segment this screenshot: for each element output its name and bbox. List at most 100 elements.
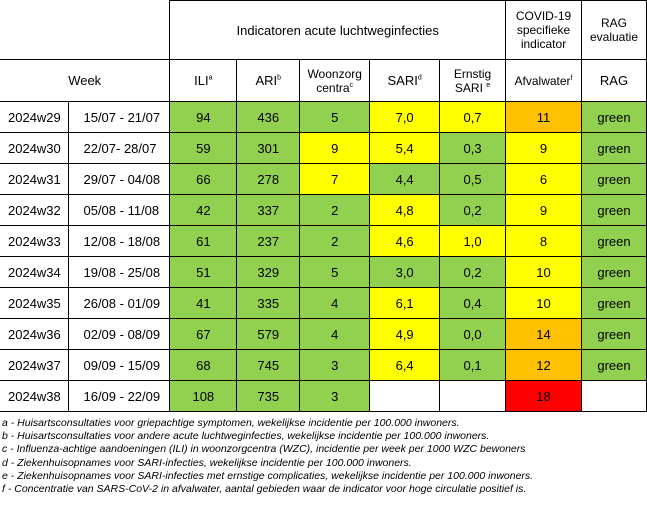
col-header-ari: ARIb <box>236 59 301 102</box>
ernstig-sari-cell: 0,3 <box>439 132 507 164</box>
table-row: 2024w36 02/09 - 08/09 67 579 4 4,9 0,0 1… <box>0 318 647 350</box>
group-header-acute: Indicatoren acute luchtweginfecties <box>169 0 507 60</box>
ili-cell: 51 <box>169 256 238 288</box>
col-header-sari: SARId <box>369 59 441 102</box>
rag-cell: green <box>580 225 647 257</box>
table-row: 2024w37 09/09 - 15/09 68 745 3 6,4 0,1 1… <box>0 349 647 381</box>
dates-cell: 26/08 - 01/09 <box>68 287 171 319</box>
footnote-e: e - Ziekenhuisopnames voor SARI-infectie… <box>2 469 534 482</box>
rag-cell: green <box>580 163 647 195</box>
ari-cell: 745 <box>236 349 301 381</box>
rag-cell: green <box>580 194 647 226</box>
ili-cell: 94 <box>169 101 238 133</box>
footnote-b: b - Huisartsconsultaties voor andere acu… <box>2 430 490 443</box>
sari-cell: 6,1 <box>369 287 441 319</box>
week-cell: 2024w37 <box>0 349 70 381</box>
rag-cell: green <box>580 287 647 319</box>
week-cell: 2024w35 <box>0 287 70 319</box>
ernstig-sari-cell: 0,2 <box>439 256 507 288</box>
rag-cell: green <box>580 132 647 164</box>
sari-cell: 5,4 <box>369 132 441 164</box>
ili-cell: 68 <box>169 349 238 381</box>
afvalwater-cell: 12 <box>505 349 582 381</box>
footnote-c: c - Influenza-achtige aandoeningen (ILI)… <box>2 443 526 456</box>
week-cell: 2024w29 <box>0 101 70 133</box>
sari-cell: 4,6 <box>369 225 441 257</box>
group-header-rag: RAG evaluatie <box>580 0 647 60</box>
ari-cell: 335 <box>236 287 301 319</box>
col-header-ili: ILIa <box>169 59 238 102</box>
footnote-d: d - Ziekenhuisopnames voor SARI-infectie… <box>2 456 412 469</box>
afvalwater-cell: 11 <box>505 101 582 133</box>
week-cell: 2024w30 <box>0 132 70 164</box>
woonzorg-cell: 9 <box>299 132 371 164</box>
afvalwater-cell: 6 <box>505 163 582 195</box>
woonzorg-cell: 5 <box>299 256 371 288</box>
rag-cell: green <box>580 318 647 350</box>
afvalwater-cell: 14 <box>505 318 582 350</box>
week-cell: 2024w31 <box>0 163 70 195</box>
ili-cell: 108 <box>169 380 238 412</box>
woonzorg-cell: 5 <box>299 101 371 133</box>
ili-cell: 61 <box>169 225 238 257</box>
col-header-rag: RAG <box>580 59 647 102</box>
week-cell: 2024w32 <box>0 194 70 226</box>
afvalwater-cell: 18 <box>505 380 582 412</box>
rag-cell <box>580 380 647 412</box>
dates-cell: 12/08 - 18/08 <box>68 225 171 257</box>
dates-cell: 22/07- 28/07 <box>68 132 171 164</box>
rag-cell: green <box>580 256 647 288</box>
ili-cell: 66 <box>169 163 238 195</box>
col-header-week: Week <box>0 59 171 102</box>
sari-cell: 7,0 <box>369 101 441 133</box>
sari-cell: 4,4 <box>369 163 441 195</box>
afvalwater-cell: 9 <box>505 132 582 164</box>
woonzorg-cell: 7 <box>299 163 371 195</box>
ernstig-sari-cell: 0,4 <box>439 287 507 319</box>
dates-cell: 29/07 - 04/08 <box>68 163 171 195</box>
week-cell: 2024w33 <box>0 225 70 257</box>
ari-cell: 436 <box>236 101 301 133</box>
ernstig-sari-cell: 0,7 <box>439 101 507 133</box>
dates-cell: 05/08 - 11/08 <box>68 194 171 226</box>
week-cell: 2024w38 <box>0 380 70 412</box>
footnote-f: f - Concentratie van SARS-CoV-2 in afval… <box>2 483 527 496</box>
woonzorg-cell: 4 <box>299 318 371 350</box>
ari-cell: 579 <box>236 318 301 350</box>
afvalwater-cell: 10 <box>505 256 582 288</box>
footnotes: a - Huisartsconsultaties voor griepachti… <box>2 417 533 496</box>
table-row: 2024w38 16/09 - 22/09 108 735 3 18 <box>0 380 647 412</box>
ari-cell: 237 <box>236 225 301 257</box>
col-header-afvalwater: Afvalwaterf <box>505 59 582 102</box>
table-row: 2024w30 22/07- 28/07 59 301 9 5,4 0,3 9 … <box>0 132 647 164</box>
table-row: 2024w35 26/08 - 01/09 41 335 4 6,1 0,4 1… <box>0 287 647 319</box>
sari-cell: 4,9 <box>369 318 441 350</box>
ernstig-sari-cell: 1,0 <box>439 225 507 257</box>
ili-cell: 67 <box>169 318 238 350</box>
ari-cell: 337 <box>236 194 301 226</box>
dates-cell: 19/08 - 25/08 <box>68 256 171 288</box>
woonzorg-cell: 4 <box>299 287 371 319</box>
ari-cell: 301 <box>236 132 301 164</box>
week-cell: 2024w36 <box>0 318 70 350</box>
dates-cell: 15/07 - 21/07 <box>68 101 171 133</box>
ernstig-sari-cell: 0,0 <box>439 318 507 350</box>
col-header-ernstig-sari: Ernstig SARI e <box>439 59 507 102</box>
sari-cell: 4,8 <box>369 194 441 226</box>
woonzorg-cell: 2 <box>299 225 371 257</box>
woonzorg-cell: 3 <box>299 380 371 412</box>
table-row: 2024w32 05/08 - 11/08 42 337 2 4,8 0,2 9… <box>0 194 647 226</box>
week-cell: 2024w34 <box>0 256 70 288</box>
afvalwater-cell: 8 <box>505 225 582 257</box>
woonzorg-cell: 2 <box>299 194 371 226</box>
col-header-woonzorg: Woonzorg centrac <box>299 59 371 102</box>
sari-cell <box>369 380 441 412</box>
dates-cell: 02/09 - 08/09 <box>68 318 171 350</box>
sari-cell: 6,4 <box>369 349 441 381</box>
ili-cell: 59 <box>169 132 238 164</box>
ili-cell: 41 <box>169 287 238 319</box>
afvalwater-cell: 10 <box>505 287 582 319</box>
table-row: 2024w29 15/07 - 21/07 94 436 5 7,0 0,7 1… <box>0 101 647 133</box>
table-row: 2024w31 29/07 - 04/08 66 278 7 4,4 0,5 6… <box>0 163 647 195</box>
table-row: 2024w33 12/08 - 18/08 61 237 2 4,6 1,0 8… <box>0 225 647 257</box>
